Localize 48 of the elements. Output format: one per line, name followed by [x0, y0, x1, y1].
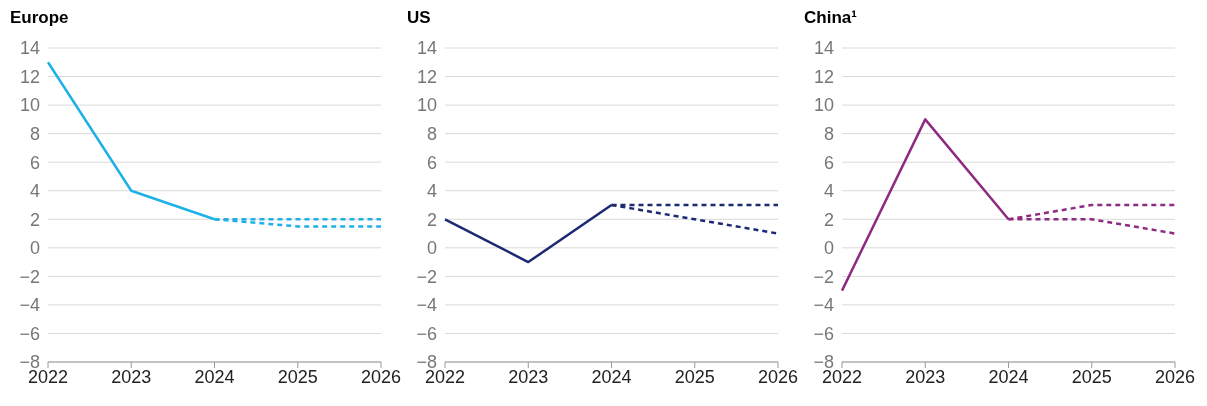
y-tick-label: 0	[426, 238, 437, 259]
x-tick-label: 2023	[111, 366, 152, 387]
y-tick-label: 0	[823, 238, 834, 259]
y-tick-label: 6	[426, 152, 437, 173]
y-tick-label: 10	[813, 95, 834, 116]
y-tick-label: 8	[426, 124, 437, 145]
chart-title: Europe	[9, 8, 70, 29]
y-tick-label: −6	[813, 323, 834, 344]
y-tick-label: 14	[19, 38, 40, 59]
y-tick-label: −4	[813, 295, 834, 316]
y-tick-label: 10	[416, 95, 437, 116]
x-tick-label: 2026	[757, 366, 799, 387]
y-tick-label: 8	[29, 124, 40, 145]
y-tick-label: 4	[29, 181, 40, 202]
chart-title: China¹	[803, 8, 858, 29]
y-tick-label: 4	[426, 181, 437, 202]
y-tick-label: 2	[823, 209, 834, 230]
y-tick-label: −6	[19, 323, 40, 344]
y-tick-label: 14	[813, 38, 834, 59]
x-tick-label: 2025	[277, 366, 318, 387]
x-tick-label: 2023	[508, 366, 549, 387]
y-tick-label: 14	[416, 38, 437, 59]
y-tick-label: 12	[19, 66, 40, 87]
y-tick-label: 12	[813, 66, 834, 87]
y-tick-label: 2	[426, 209, 437, 230]
x-tick-label: 2024	[988, 366, 1029, 387]
y-tick-label: −6	[416, 323, 437, 344]
y-tick-label: −2	[19, 266, 40, 287]
x-tick-label: 2025	[674, 366, 715, 387]
y-tick-label: −2	[416, 266, 437, 287]
x-tick-label: 2024	[591, 366, 632, 387]
y-tick-label: −4	[416, 295, 437, 316]
x-tick-label: 2024	[194, 366, 235, 387]
y-tick-label: 2	[29, 209, 40, 230]
y-tick-label: 6	[29, 152, 40, 173]
chart-title: US	[406, 8, 432, 29]
y-tick-label: −4	[19, 295, 40, 316]
y-tick-label: 4	[823, 181, 834, 202]
x-tick-label: 2026	[1154, 366, 1196, 387]
x-tick-label: 2026	[360, 366, 402, 387]
y-tick-label: 0	[29, 238, 40, 259]
y-tick-label: 10	[19, 95, 40, 116]
y-tick-label: 6	[823, 152, 834, 173]
x-tick-label: 2025	[1071, 366, 1112, 387]
y-tick-label: −2	[813, 266, 834, 287]
x-tick-label: 2023	[905, 366, 946, 387]
y-tick-label: 12	[416, 66, 437, 87]
y-tick-label: 8	[823, 124, 834, 145]
